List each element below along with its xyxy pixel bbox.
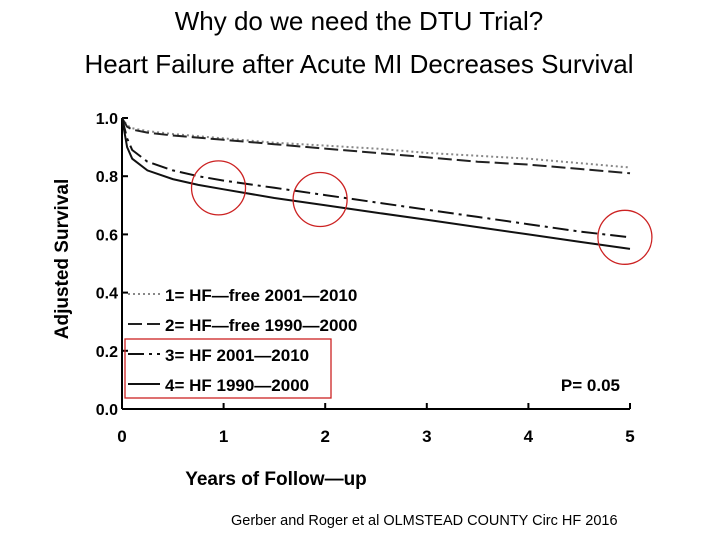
citation-text: Gerber and Roger et al OLMSTEAD COUNTY C…	[231, 513, 618, 529]
legend-label-4: 4= HF 1990—2000	[165, 376, 309, 395]
chart-legend: 1= HF—free 2001—2010 2= HF—free 1990—2000…	[124, 286, 357, 399]
y-tick-label: 0.2	[96, 344, 118, 361]
x-tick-label: 5	[625, 427, 634, 446]
series-line-1	[121, 117, 631, 169]
y-axis-title: Adjusted Survival	[52, 179, 73, 340]
series-line-2	[121, 117, 631, 175]
x-tick-label: 4	[524, 427, 534, 446]
y-tick-label: 0.8	[96, 169, 118, 186]
series-line-3	[121, 117, 631, 239]
y-tick-label: 1.0	[96, 111, 118, 128]
legend-label-3: 3= HF 2001—2010	[165, 346, 309, 365]
highlight-circle	[597, 209, 653, 265]
slide-title-line-2: Heart Failure after Acute MI Decreases S…	[84, 49, 634, 79]
highlight-circle	[190, 160, 247, 216]
x-tick-label: 1	[219, 427, 228, 446]
legend-label-2: 2= HF—free 1990—2000	[165, 316, 357, 335]
legend-label-1: 1= HF—free 2001—2010	[165, 286, 357, 305]
x-tick-label: 3	[422, 427, 431, 446]
x-tick-label: 2	[320, 427, 329, 446]
slide-title-line-1: Why do we need the DTU Trial?	[174, 6, 544, 36]
series-line-4	[121, 117, 631, 250]
p-value-annotation: P= 0.05	[561, 376, 620, 395]
legend-highlight-box	[124, 338, 332, 399]
y-tick-label: 0.0	[96, 402, 118, 419]
y-tick-label: 0.4	[96, 286, 118, 303]
chart-series-lines	[121, 117, 631, 250]
x-axis-title: Years of Follow—up	[185, 469, 367, 490]
chart-axes: 0.0 0.2 0.4 0.6 0.8 1.0 0 1 2 3 4 5	[96, 111, 635, 446]
chart-labels: Years of Follow—up Adjusted Survival P= 0.…	[52, 179, 620, 490]
chart-highlight-circles	[190, 160, 653, 265]
x-tick-label: 0	[117, 427, 126, 446]
highlight-circle	[292, 171, 348, 228]
y-tick-label: 0.6	[96, 227, 118, 244]
